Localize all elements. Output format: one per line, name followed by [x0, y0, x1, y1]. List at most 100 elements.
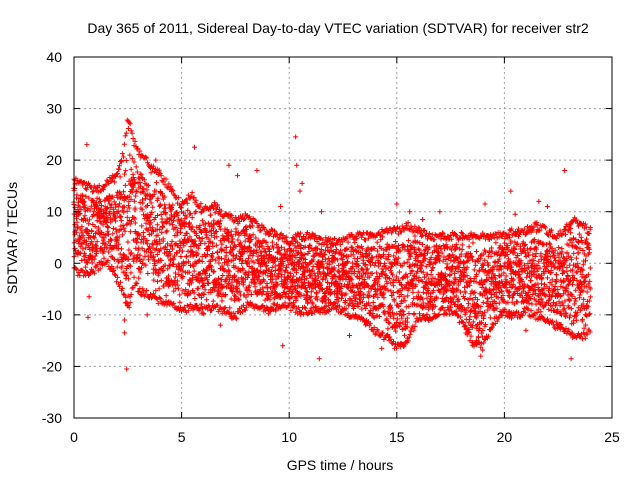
data-point	[476, 267, 482, 273]
data-point	[359, 306, 365, 312]
data-point	[173, 224, 179, 230]
data-point	[91, 256, 97, 262]
data-point	[346, 332, 352, 338]
data-point	[149, 165, 155, 171]
data-point	[508, 188, 514, 194]
data-point	[113, 202, 119, 208]
data-point	[89, 189, 95, 195]
data-point	[81, 250, 87, 256]
data-point	[137, 148, 143, 154]
data-point	[109, 217, 115, 223]
data-point	[101, 213, 107, 219]
data-point	[158, 212, 164, 218]
data-point	[89, 245, 95, 251]
data-point	[470, 319, 476, 325]
data-point	[130, 184, 136, 190]
data-point	[144, 187, 150, 193]
data-point	[166, 181, 172, 187]
data-point	[474, 249, 479, 255]
data-point	[139, 152, 145, 158]
data-point	[121, 141, 127, 147]
data-point	[104, 177, 110, 183]
data-point	[126, 205, 132, 211]
data-point	[120, 232, 126, 238]
data-point	[142, 196, 148, 202]
data-point	[119, 263, 125, 269]
data-point	[141, 212, 147, 218]
data-point	[101, 255, 107, 261]
data-point	[122, 182, 128, 188]
data-point	[80, 234, 86, 240]
data-point	[77, 196, 83, 202]
data-point	[188, 244, 194, 250]
data-point	[168, 251, 174, 257]
data-point	[128, 196, 134, 202]
data-point	[174, 250, 180, 256]
data-point	[86, 294, 92, 300]
data-point	[167, 249, 173, 255]
y-tick-label: -20	[42, 358, 62, 374]
data-point	[111, 199, 117, 205]
data-point	[122, 270, 128, 276]
data-point	[127, 121, 133, 127]
data-point	[137, 175, 143, 181]
data-point	[175, 286, 181, 292]
data-point	[471, 267, 477, 273]
data-point	[97, 199, 103, 205]
data-point	[78, 178, 84, 184]
data-point	[198, 301, 204, 307]
data-point	[473, 262, 479, 268]
data-point	[470, 240, 476, 246]
data-point	[91, 183, 97, 189]
data-point	[156, 294, 162, 300]
data-point	[78, 206, 84, 212]
data-point	[105, 214, 111, 220]
data-point	[98, 203, 104, 209]
data-point	[126, 304, 132, 310]
data-point	[91, 235, 97, 241]
data-point	[171, 300, 177, 306]
data-point	[144, 287, 150, 293]
data-point	[573, 255, 579, 261]
data-point	[130, 174, 136, 180]
data-point	[79, 258, 85, 264]
data-point	[390, 283, 396, 289]
data-point	[407, 209, 413, 215]
data-point	[128, 166, 134, 172]
x-tick-label: 20	[497, 429, 513, 445]
data-point	[510, 295, 516, 301]
data-point	[89, 239, 95, 245]
data-point	[128, 250, 134, 256]
data-point	[162, 202, 168, 208]
data-point	[293, 134, 299, 140]
data-point	[459, 242, 465, 248]
data-point	[134, 281, 140, 287]
data-point	[135, 231, 141, 237]
data-point	[564, 265, 570, 271]
data-point	[104, 195, 110, 201]
data-point	[587, 294, 593, 300]
data-point	[153, 180, 159, 186]
data-point	[394, 201, 400, 207]
data-point	[153, 288, 159, 294]
data-point	[145, 183, 151, 189]
data-point	[120, 222, 126, 228]
data-point	[112, 179, 118, 185]
data-point	[178, 254, 184, 260]
data-point	[137, 199, 143, 205]
data-point	[132, 216, 138, 222]
y-tick-label: -30	[42, 410, 62, 426]
data-point	[83, 193, 89, 199]
data-point	[129, 218, 135, 224]
data-point	[219, 298, 225, 304]
data-point	[163, 293, 169, 299]
data-point	[254, 167, 260, 173]
data-point	[401, 294, 407, 300]
data-point	[568, 306, 574, 312]
data-point	[96, 227, 102, 233]
data-point	[86, 195, 92, 201]
y-tick-label: 40	[46, 49, 62, 65]
data-point	[94, 246, 100, 252]
data-point	[158, 257, 164, 263]
data-point	[138, 171, 144, 177]
